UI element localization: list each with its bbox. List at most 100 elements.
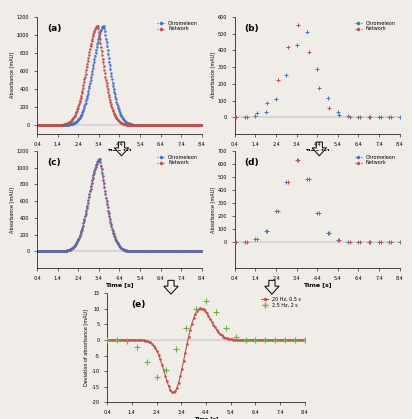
Point [114,336,120,343]
Point [233,239,240,246]
Point [202,308,208,314]
Point [237,336,243,343]
Point [287,336,293,343]
Point [275,336,281,343]
Point [182,349,189,356]
Point [145,338,152,345]
Point [232,239,238,246]
Point [262,227,269,234]
Point [230,336,237,343]
X-axis label: Time [s]: Time [s] [194,416,218,419]
Point [326,105,332,111]
Point [172,388,178,394]
Point [282,336,288,343]
Point [213,309,219,316]
Y-axis label: Absorbance [mAU]: Absorbance [mAU] [210,52,215,98]
Point [398,239,405,246]
Point [133,344,140,350]
Point [324,94,331,101]
Point [199,305,205,312]
Point [223,335,230,341]
Point [258,336,265,343]
Point [276,336,283,343]
Point [285,178,291,185]
Point [357,239,363,246]
Point [112,336,119,343]
Point [212,324,218,331]
Point [268,336,275,343]
Y-axis label: Absorbance [mAU]: Absorbance [mAU] [9,186,14,233]
Point [262,336,268,343]
Point [282,336,288,343]
Point [267,336,273,343]
Point [222,334,228,341]
Point [225,336,232,342]
Point [115,336,122,343]
Point [124,338,130,344]
Point [265,336,272,343]
Point [377,114,384,121]
Point [104,336,110,343]
Point [180,357,187,364]
Point [252,336,259,343]
Point [297,336,303,343]
Point [232,114,238,121]
Point [139,337,145,344]
Point [147,339,154,346]
Point [367,239,374,246]
Point [272,336,278,343]
Point [154,348,160,354]
Point [264,100,271,106]
Point [157,356,164,363]
Point [185,334,192,340]
Point [122,336,129,343]
Point [302,336,308,343]
Point [124,336,130,343]
Point [193,305,199,312]
Text: (c): (c) [47,158,61,167]
Point [273,207,279,214]
X-axis label: Time [s]: Time [s] [303,282,332,287]
Point [232,334,239,340]
Point [220,333,227,340]
Point [386,114,393,121]
Point [177,373,183,380]
Y-axis label: Absorbance [mAU]: Absorbance [mAU] [210,186,215,233]
Point [247,336,253,343]
Point [293,156,300,163]
Point [164,378,170,385]
Point [273,336,280,343]
Point [239,336,245,343]
Point [346,114,353,120]
Point [229,336,235,343]
Point [355,114,362,121]
Point [345,238,351,245]
Point [150,342,157,349]
Point [248,336,255,343]
Legend: Chromeleon, Network: Chromeleon, Network [353,19,397,33]
Point [295,156,302,163]
Point [159,361,165,368]
Point [129,336,136,343]
Point [274,207,281,214]
Point [279,336,285,343]
Point [152,344,159,351]
Point [292,336,298,343]
Point [197,305,204,312]
Point [314,65,321,72]
Point [114,337,120,344]
Point [242,336,249,343]
Point [376,239,382,246]
Point [175,380,182,386]
Point [232,336,239,343]
Point [367,114,374,121]
Point [304,28,310,35]
Point [208,318,215,325]
Point [242,114,248,121]
Point [235,336,242,343]
Point [162,372,169,379]
Point [254,110,260,117]
Point [105,336,112,343]
Point [304,176,310,183]
Point [365,239,372,246]
